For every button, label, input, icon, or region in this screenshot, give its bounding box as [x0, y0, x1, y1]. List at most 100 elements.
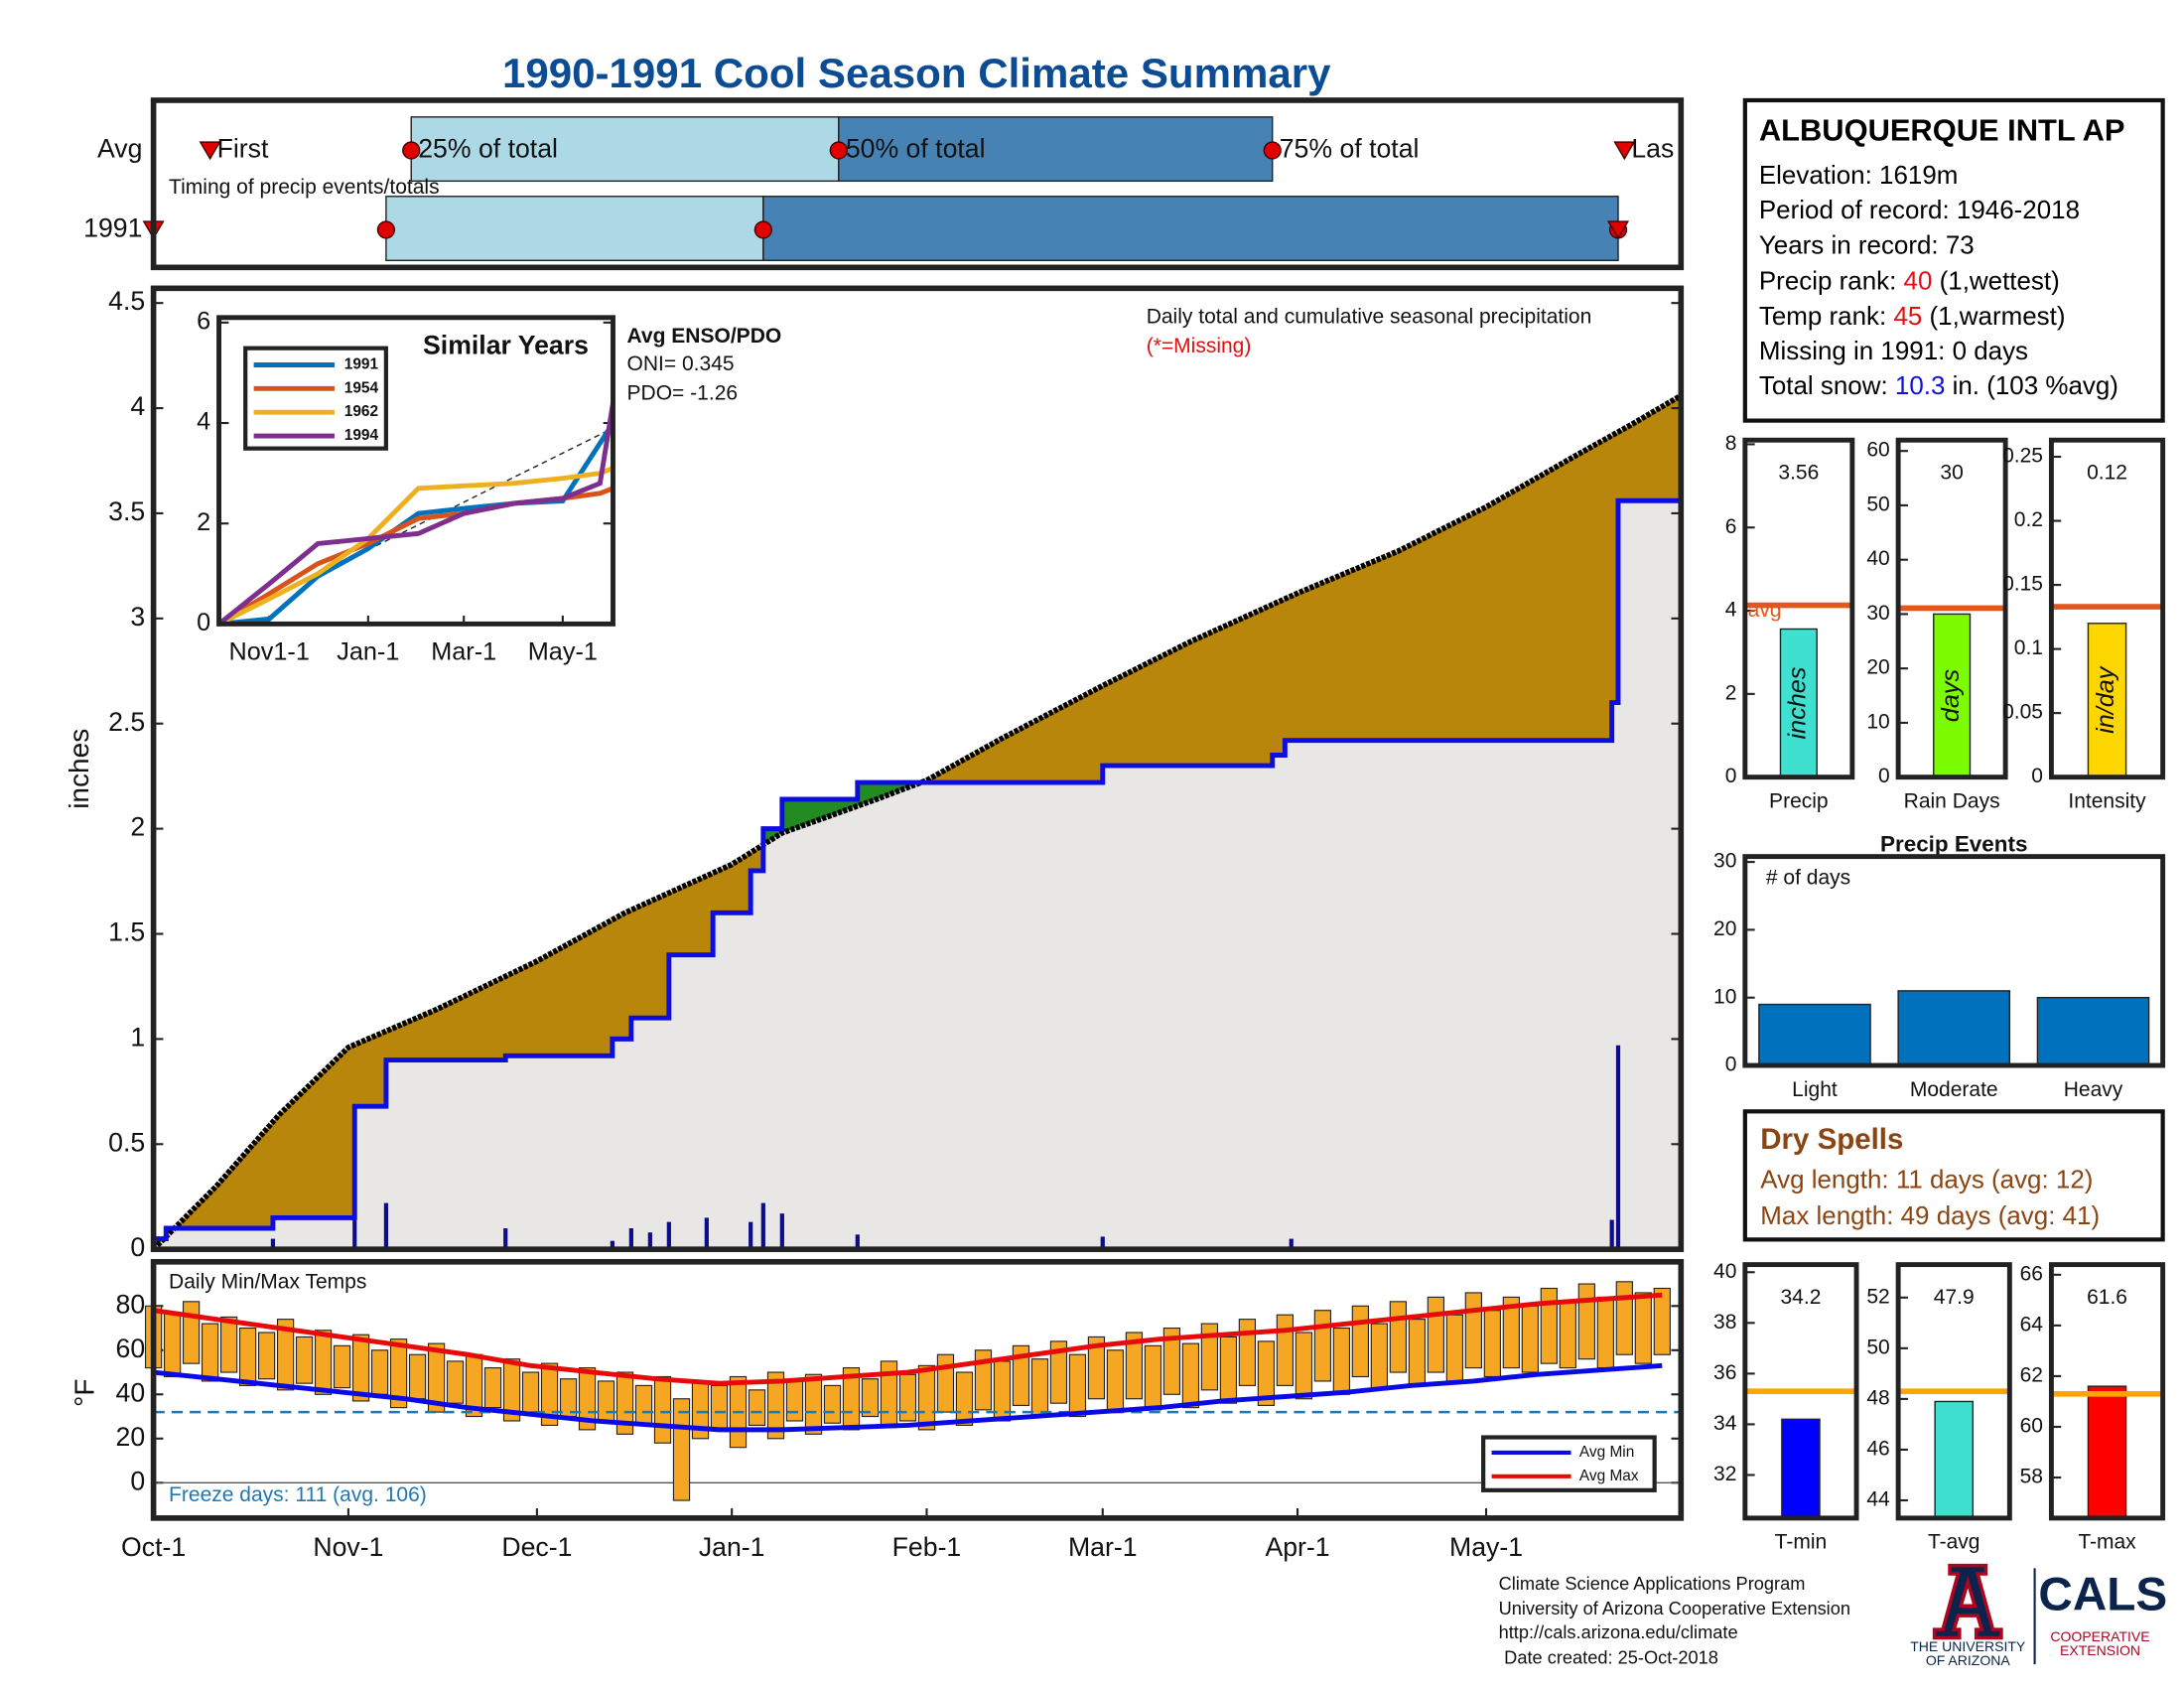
daily-precip: [647, 1232, 652, 1250]
inset-title: Similar Years: [423, 330, 589, 359]
missing-note: (*=Missing): [1147, 335, 1252, 357]
daily-precip: [503, 1227, 508, 1250]
temp-range: [974, 1349, 993, 1411]
temp-range: [748, 1389, 766, 1426]
years: Years in record: 73: [1758, 230, 1975, 260]
timing-marker: [829, 141, 848, 160]
temp-range: [1521, 1305, 1539, 1373]
footer-line: http://cals.arizona.edu/climate: [1499, 1621, 1738, 1642]
x-tick-label: Mar-1: [431, 638, 496, 666]
y-tick-label: 0: [1878, 765, 1890, 787]
timing-bar: [410, 116, 840, 183]
missing: Missing in 1991: 0 days: [1758, 336, 2029, 365]
daily-precip: [855, 1234, 860, 1250]
timing-marker: [199, 141, 221, 161]
y-tick-label: 6: [197, 308, 210, 336]
temp-range: [1332, 1327, 1351, 1395]
legend-label: 1962: [344, 403, 378, 420]
temp-range: [351, 1334, 370, 1402]
panel-frame: [1895, 437, 2008, 780]
label: Temp rank:: [1758, 300, 1887, 331]
temp-range: [295, 1336, 314, 1384]
marker-label: First: [217, 134, 269, 164]
temp-range: [785, 1380, 804, 1422]
temp-range: [766, 1371, 785, 1440]
y-tick-label: 38: [1713, 1311, 1736, 1334]
snow: Total snow: 10.3 in. (103 %avg): [1759, 368, 2149, 403]
avg-label: avg: [1748, 599, 1782, 622]
y-tick-label: 3.5: [108, 496, 145, 526]
temp-range: [219, 1316, 238, 1373]
daily-precip: [779, 1213, 784, 1250]
temp-range: [446, 1360, 465, 1404]
category-label: T-min: [1775, 1531, 1828, 1554]
panel-frame: [2048, 1262, 2166, 1521]
daily-precip: [1100, 1236, 1105, 1250]
timing-bar: [385, 196, 764, 261]
temp-range: [540, 1362, 559, 1426]
daily-precip: [760, 1202, 765, 1250]
y-tick-label: 10: [1866, 710, 1889, 733]
category-label: Precip: [1769, 789, 1829, 812]
y-tick-label: 1: [130, 1022, 145, 1052]
temp-range: [1144, 1344, 1162, 1411]
category-label: Light: [1792, 1078, 1838, 1101]
x-tick-label: Jan-1: [699, 1532, 765, 1562]
temp-range: [804, 1373, 823, 1435]
avg-temp-line: [153, 1362, 1663, 1433]
value-label: 30: [1940, 461, 1963, 484]
rank: 45: [1893, 300, 1923, 331]
panel-frame: [2048, 437, 2166, 780]
y-tick-label: 64: [2020, 1313, 2044, 1336]
temp-rank: Temp rank: 45 (1,warmest): [1759, 298, 2149, 333]
row-label: 1991: [83, 212, 142, 242]
annotation: Daily total and cumulative seasonal prec…: [1147, 305, 1592, 328]
daily-precip: [1289, 1238, 1294, 1250]
y-tick-label: 0: [1725, 765, 1737, 787]
temp-range: [502, 1358, 521, 1422]
y-tick-label: 0.1: [2014, 636, 2043, 659]
temp-range: [1087, 1336, 1106, 1400]
marker-label: 75% of total: [1280, 134, 1420, 164]
footer-line: Climate Science Applications Program: [1499, 1573, 1806, 1594]
temp-range: [1483, 1310, 1501, 1378]
legend-label: 1991: [344, 356, 379, 373]
daily-precip: [610, 1240, 614, 1250]
x-tick-label: Nov-1: [313, 1532, 383, 1562]
panel-frame: [150, 1258, 1685, 1521]
legend-box: [1481, 1435, 1657, 1492]
temp-range: [1276, 1314, 1295, 1386]
note: (1,warmest): [1929, 300, 2066, 331]
temp-range: [182, 1301, 201, 1364]
category-label: Heavy: [2064, 1078, 2123, 1101]
avg-line: [151, 392, 1683, 1252]
y-tick-label: 20: [1713, 917, 1736, 940]
bar: [2087, 623, 2127, 778]
category-label: Intensity: [2068, 789, 2146, 812]
temp-range: [1106, 1349, 1125, 1413]
panel-frame: [1895, 1262, 2012, 1521]
category-label: T-avg: [1928, 1531, 1980, 1554]
dry-avg: Avg length: 11 days (avg: 12): [1760, 1164, 2094, 1195]
daily-precip: [383, 1202, 389, 1250]
dry-spells-frame: [1742, 1109, 2165, 1242]
temp-range: [1634, 1292, 1652, 1364]
temp-range: [1559, 1301, 1576, 1369]
x-tick-label: Mar-1: [1068, 1532, 1138, 1562]
y-tick-label: 4.5: [108, 286, 145, 316]
temp-range: [1219, 1336, 1238, 1404]
y-tick-label: 52: [1866, 1285, 1889, 1308]
y-tick-label: 20: [116, 1422, 146, 1452]
marker-label: Las: [1631, 134, 1674, 164]
daily-precip: [270, 1238, 276, 1250]
temp-range: [653, 1375, 672, 1444]
ua-name: THE UNIVERSITY: [1910, 1638, 2026, 1654]
temp-range: [955, 1371, 974, 1426]
panel-frame: [1742, 1262, 1859, 1521]
panel-frame: [150, 285, 1685, 1252]
y-tick-label: 0: [130, 1466, 145, 1495]
daily-precip: [749, 1221, 753, 1250]
dry-spells: Dry Spells Avg length: 11 days (avg: 12)…: [1760, 1124, 2100, 1230]
x-tick-label: Jan-1: [337, 638, 399, 666]
snow-total: 10.3: [1894, 370, 1946, 400]
